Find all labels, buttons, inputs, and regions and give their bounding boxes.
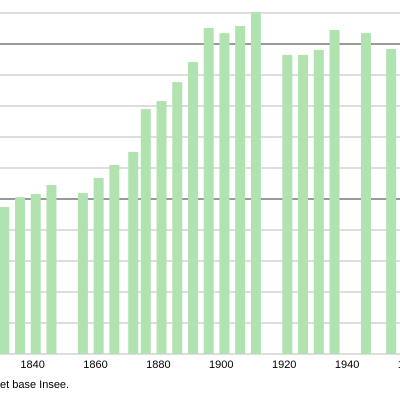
x-tick-label: 1840 [20,359,44,371]
x-tick-label: 1900 [209,359,233,371]
bar [360,33,371,355]
x-tick-label: 1940 [335,359,359,371]
bar [172,82,183,354]
bar [386,48,397,355]
bar [15,197,26,354]
x-tick-label: 1860 [83,359,107,371]
bar [313,49,324,354]
bar [235,26,246,355]
bar [298,54,309,354]
bar [282,54,293,354]
bar [109,164,120,354]
bar [140,109,151,354]
bar [219,33,230,355]
x-tick-label: 1880 [146,359,170,371]
x-tick-label: 1960 [398,359,400,371]
bar [250,12,261,354]
bar [329,30,340,355]
x-tick-label: 1920 [272,359,296,371]
bar [0,207,10,354]
bar [30,194,41,354]
source-note: et base Insee. [0,379,69,391]
bar [46,185,57,354]
bar [93,177,104,354]
bar [128,151,139,354]
bar [77,193,88,354]
bar [203,27,214,354]
bar [156,101,167,354]
bar [187,61,198,354]
